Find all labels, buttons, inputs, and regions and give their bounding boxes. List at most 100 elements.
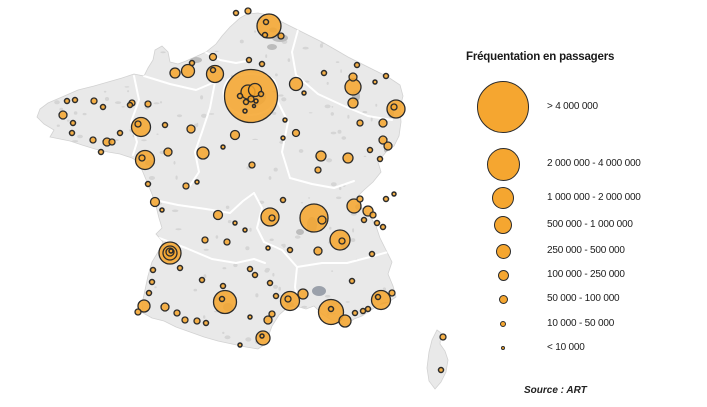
airport-bubble: [338, 314, 352, 328]
terrain-speck: [225, 205, 230, 209]
airport-bubble: [266, 279, 274, 287]
terrain-speck: [249, 227, 252, 232]
terrain-speck: [57, 155, 61, 157]
terrain-speck: [405, 50, 411, 53]
legend-bubble: [492, 187, 514, 209]
terrain-speck: [273, 284, 278, 289]
terrain-speck: [146, 377, 152, 381]
terrain-speck: [297, 358, 300, 360]
legend-bubble: [477, 81, 529, 133]
terrain-speck: [82, 372, 86, 375]
terrain-speck: [73, 80, 80, 82]
terrain-speck: [304, 324, 310, 327]
terrain-speck: [392, 165, 398, 168]
terrain-speck: [265, 54, 268, 58]
terrain-speck: [63, 205, 67, 209]
airport-bubble: [261, 31, 269, 39]
legend-item: < 10 000: [455, 336, 707, 360]
terrain-speck: [116, 177, 119, 181]
airport-bubble: [251, 271, 259, 279]
airport-bubble: [262, 18, 270, 26]
terrain-speck: [204, 349, 208, 352]
terrain-speck: [361, 349, 365, 352]
terrain-speck: [80, 74, 86, 79]
airport-bubble: [186, 124, 196, 134]
terrain-speck: [227, 220, 232, 224]
terrain-speck: [417, 154, 420, 159]
terrain-speck: [87, 177, 90, 182]
terrain-speck: [73, 111, 78, 115]
terrain-speck: [222, 331, 225, 334]
airport-bubble: [369, 211, 377, 219]
terrain-speck: [338, 186, 342, 191]
region-border: [158, 237, 266, 264]
terrain-speck: [56, 278, 60, 281]
airport-bubble: [356, 119, 364, 127]
terrain-speck: [156, 133, 159, 135]
airport-bubble: [248, 161, 256, 169]
airport-bubble: [242, 227, 248, 233]
terrain-speck: [203, 248, 209, 251]
legend-bubble: [494, 216, 512, 234]
terrain-speck: [87, 293, 92, 295]
urban-patch: [296, 229, 304, 235]
terrain-speck: [217, 375, 223, 379]
airport-bubble: [288, 76, 304, 92]
terrain-speck: [98, 349, 105, 352]
terrain-speck: [111, 73, 117, 75]
legend-item-label: 100 000 - 250 000: [547, 269, 625, 280]
legend-item: 500 000 - 1 000 000: [455, 213, 707, 237]
airport-bubble: [286, 246, 294, 254]
airport-bubble: [134, 120, 142, 128]
terrain-speck: [200, 24, 204, 28]
terrain-speck: [90, 373, 93, 377]
terrain-speck: [88, 299, 92, 302]
terrain-speck: [334, 32, 341, 36]
airport-bubble: [370, 289, 392, 311]
terrain-speck: [153, 222, 159, 227]
terrain-speck: [359, 40, 365, 43]
legend: Fréquentation en passagers > 4 000 000 2 …: [455, 0, 707, 407]
terrain-speck: [56, 252, 61, 255]
airport-bubble: [242, 108, 248, 114]
terrain-speck: [273, 167, 278, 172]
airport-bubble: [268, 310, 276, 318]
legend-bubble: [497, 269, 509, 281]
airport-bubble: [108, 138, 116, 146]
terrain-speck: [193, 288, 198, 292]
region-border: [188, 81, 216, 188]
airport-bubble: [364, 305, 372, 313]
airport-bubble: [356, 195, 364, 203]
terrain-speck: [281, 323, 286, 328]
terrain-speck: [104, 273, 111, 277]
airport-bubble: [282, 117, 288, 123]
terrain-speck: [75, 348, 79, 351]
terrain-speck: [330, 131, 337, 135]
terrain-speck: [326, 81, 329, 85]
airport-bubble: [347, 97, 359, 109]
terrain-speck: [46, 217, 49, 221]
terrain-speck: [252, 138, 259, 140]
terrain-speck: [373, 13, 377, 18]
airport-bubble: [265, 245, 271, 251]
terrain-speck: [173, 161, 176, 165]
terrain-speck: [324, 294, 331, 298]
terrain-speck: [41, 227, 47, 232]
terrain-speck: [340, 69, 342, 73]
terrain-speck: [93, 187, 98, 191]
terrain-speck: [148, 176, 155, 180]
airport-bubble: [137, 299, 151, 313]
airport-bubble: [69, 119, 77, 127]
region-border: [289, 177, 355, 189]
airport-bubble: [223, 238, 231, 246]
airport-bubble: [378, 118, 388, 128]
terrain-speck: [67, 342, 74, 344]
terrain-speck: [95, 78, 99, 81]
terrain-speck: [239, 39, 244, 44]
legend-item-label: 250 000 - 500 000: [547, 245, 625, 256]
terrain-speck: [123, 366, 130, 370]
terrain-speck: [188, 28, 191, 33]
terrain-speck: [302, 46, 309, 50]
terrain-speck: [51, 261, 54, 263]
